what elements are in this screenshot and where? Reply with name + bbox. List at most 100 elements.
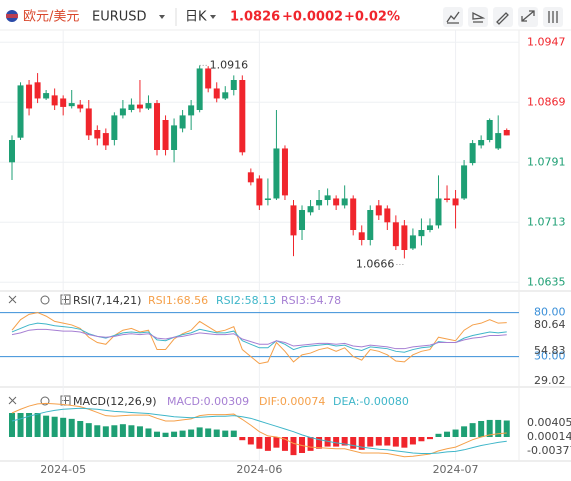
legend-entry: RSI3:54.78 — [281, 294, 341, 307]
macd-bar — [196, 427, 203, 437]
icon-close[interactable] — [8, 295, 17, 304]
candle-body — [239, 80, 246, 153]
macd-bar — [358, 437, 365, 450]
tool-button[interactable] — [493, 7, 513, 27]
legend-entry: DEA:-0.00080 — [333, 395, 409, 408]
candle-body — [43, 93, 50, 99]
candle-body — [503, 130, 510, 136]
tool-icons — [446, 10, 558, 25]
tool-button[interactable] — [468, 7, 488, 27]
macd-bar — [154, 431, 161, 437]
candle-body — [324, 195, 331, 200]
icon-settings[interactable] — [40, 295, 50, 305]
candle-body — [452, 198, 459, 206]
macd-bar — [239, 437, 246, 441]
macd-bar — [213, 429, 220, 437]
candle-body — [247, 172, 254, 183]
candle-body — [418, 230, 425, 237]
change-pct: +0.02% — [344, 10, 400, 25]
tool-button[interactable] — [518, 7, 538, 27]
scale-label: 80.64 — [534, 318, 566, 331]
candle-body — [426, 225, 433, 230]
macd-bar — [299, 437, 306, 453]
scale-label: 54.83 — [534, 344, 566, 357]
macd-bar — [316, 437, 323, 449]
period[interactable]: 日K — [185, 10, 207, 25]
macd-bar — [85, 423, 92, 437]
macd-bar — [162, 432, 169, 437]
candle-body — [128, 104, 135, 110]
scale-label: 0.00014 — [527, 430, 571, 443]
candle-body — [94, 130, 101, 139]
macd-title: MACD(12,26,9) — [73, 395, 157, 408]
macd-bar — [34, 413, 41, 437]
candle-body — [358, 232, 365, 240]
candle-body — [495, 133, 502, 149]
candle-body — [409, 235, 416, 249]
macd-bar — [367, 437, 374, 447]
candle-body — [461, 165, 468, 199]
icon-draw — [472, 11, 486, 23]
macd-bar — [503, 420, 510, 437]
candle-body — [154, 103, 161, 150]
icon-expand — [521, 10, 535, 22]
candle-body — [51, 95, 58, 106]
candle-body — [230, 80, 237, 90]
candle-body — [111, 115, 118, 140]
symbol[interactable]: EURUSD — [92, 10, 147, 25]
macd-line — [11, 402, 507, 458]
dropdown-arrow[interactable] — [210, 15, 216, 19]
y-tick-label: 1.0713 — [527, 215, 566, 228]
candle-body — [77, 104, 84, 109]
icon-add[interactable] — [60, 294, 71, 305]
candle-body — [60, 98, 67, 107]
legend-entry: RSI2:58.13 — [216, 294, 276, 307]
macd-bar — [102, 426, 109, 437]
macd-bar — [188, 429, 195, 437]
icon-panel — [548, 11, 558, 23]
macd-bar — [205, 428, 212, 437]
tool-button[interactable] — [443, 7, 463, 27]
dropdown-arrow[interactable] — [159, 15, 165, 19]
macd-bar — [444, 431, 451, 437]
y-tick-label: 1.0947 — [527, 35, 566, 48]
macd-bar — [68, 418, 75, 437]
macd-bar — [43, 415, 50, 437]
x-tick-label: 2024-06 — [236, 463, 282, 476]
pair-name[interactable]: 欧元/美元 — [23, 10, 79, 25]
candle-body — [34, 82, 41, 99]
candle-body — [469, 143, 476, 164]
macd-bar — [145, 428, 152, 437]
macd-bar — [452, 429, 459, 437]
candle-body — [341, 198, 348, 206]
macd-bar — [461, 426, 468, 437]
candle-body — [478, 140, 485, 146]
macd-bar — [324, 437, 331, 447]
low-annotation: 1.0666 — [356, 257, 395, 270]
toolbar — [443, 7, 563, 27]
icon-chart — [446, 11, 460, 24]
macd-bar — [9, 413, 15, 437]
y-tick-label: 1.0791 — [527, 155, 566, 168]
rsi-title: RSI(7,14,21) — [73, 294, 141, 307]
icon-settings[interactable] — [40, 396, 50, 406]
macd-bar — [401, 437, 408, 448]
macd-bar — [128, 425, 135, 437]
macd-bar — [375, 437, 382, 446]
macd-bar — [273, 437, 280, 448]
macd-bar — [478, 421, 485, 437]
candle-body — [179, 115, 186, 129]
candle-body — [136, 104, 143, 109]
macd-bar — [179, 430, 186, 437]
macd-bar — [307, 437, 314, 451]
macd-bar — [290, 437, 297, 456]
scale-label: -0.00377 — [527, 444, 571, 457]
candle-body — [401, 225, 408, 250]
candle-body — [444, 198, 451, 200]
candle-body — [486, 120, 493, 140]
candle-body — [85, 108, 92, 136]
macd-bar — [256, 437, 263, 449]
icon-close[interactable] — [8, 396, 17, 405]
candle-body — [188, 105, 195, 116]
y-tick-label: 80.00 — [534, 306, 566, 319]
